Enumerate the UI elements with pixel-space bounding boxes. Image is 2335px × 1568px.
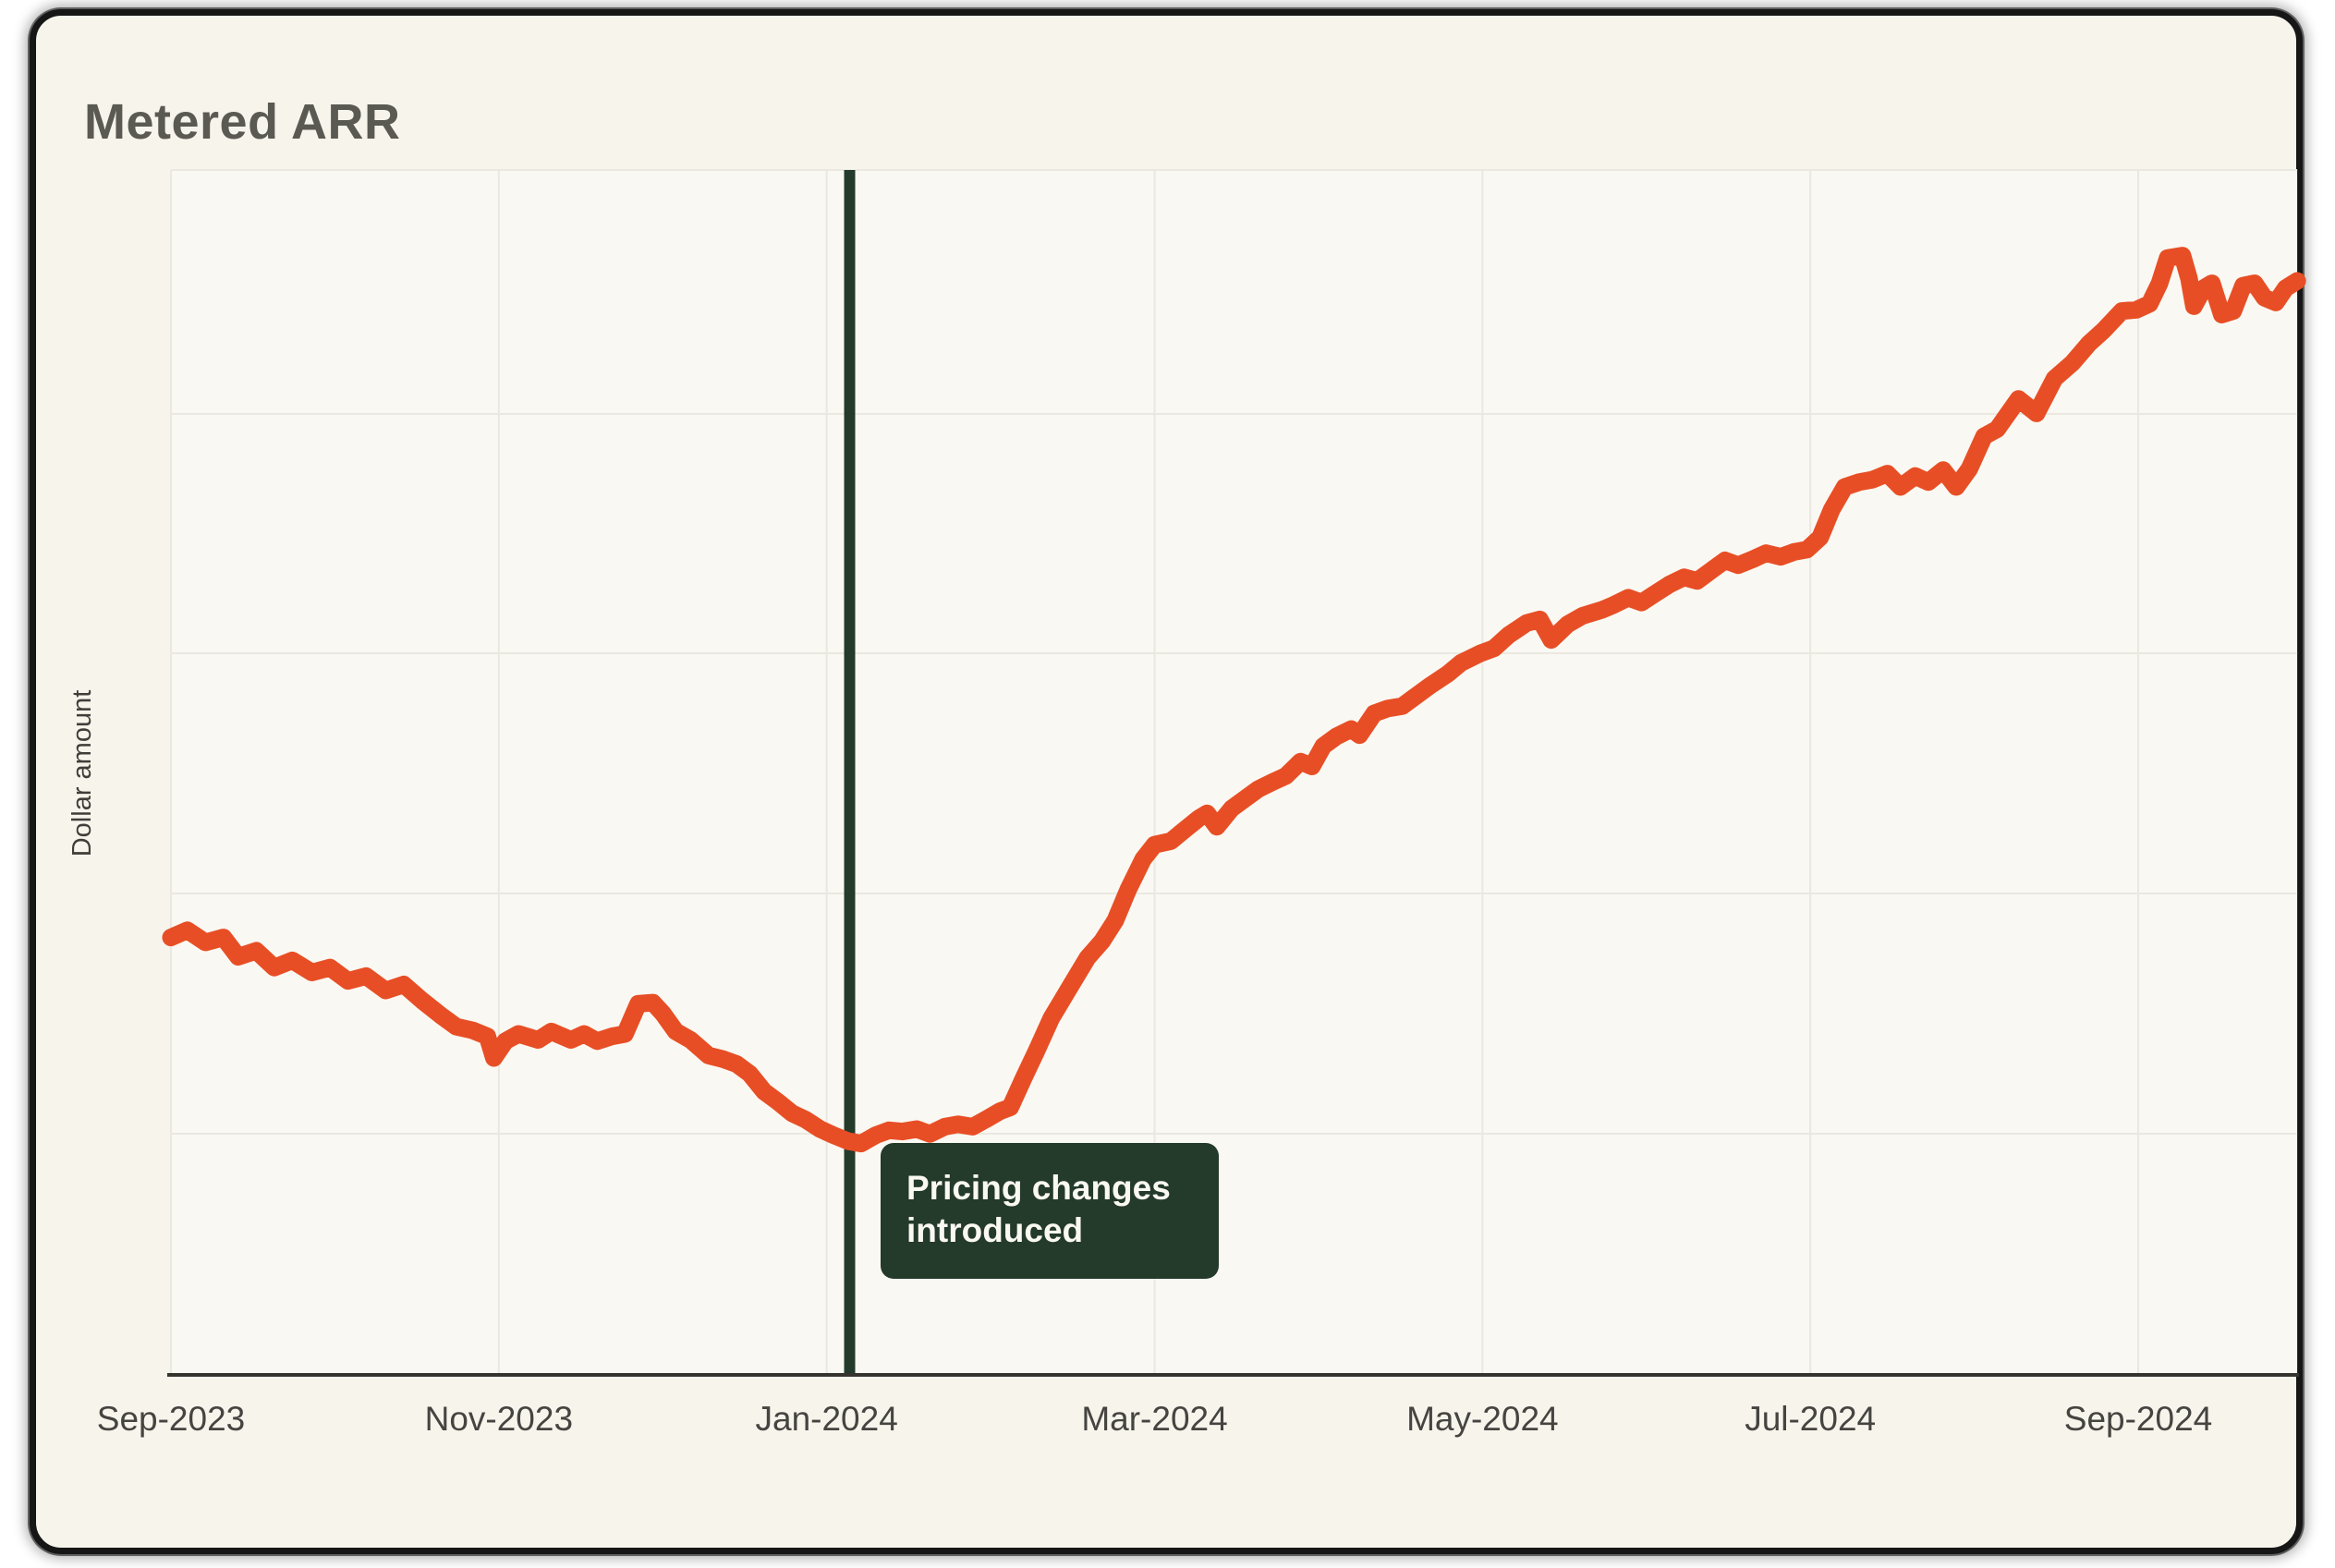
- chart-title: Metered ARR: [84, 94, 401, 150]
- chart-card: Metered ARR Dollar amount Sep-2023 Nov-20…: [30, 9, 2306, 1554]
- line-chart-canvas: [162, 169, 2306, 1377]
- metered-arr-series-line: [162, 247, 2306, 1153]
- annotation-callout: Pricing changes introduced: [881, 1143, 1219, 1279]
- plot-area: [171, 170, 2298, 1375]
- gridlines: [170, 169, 2298, 1375]
